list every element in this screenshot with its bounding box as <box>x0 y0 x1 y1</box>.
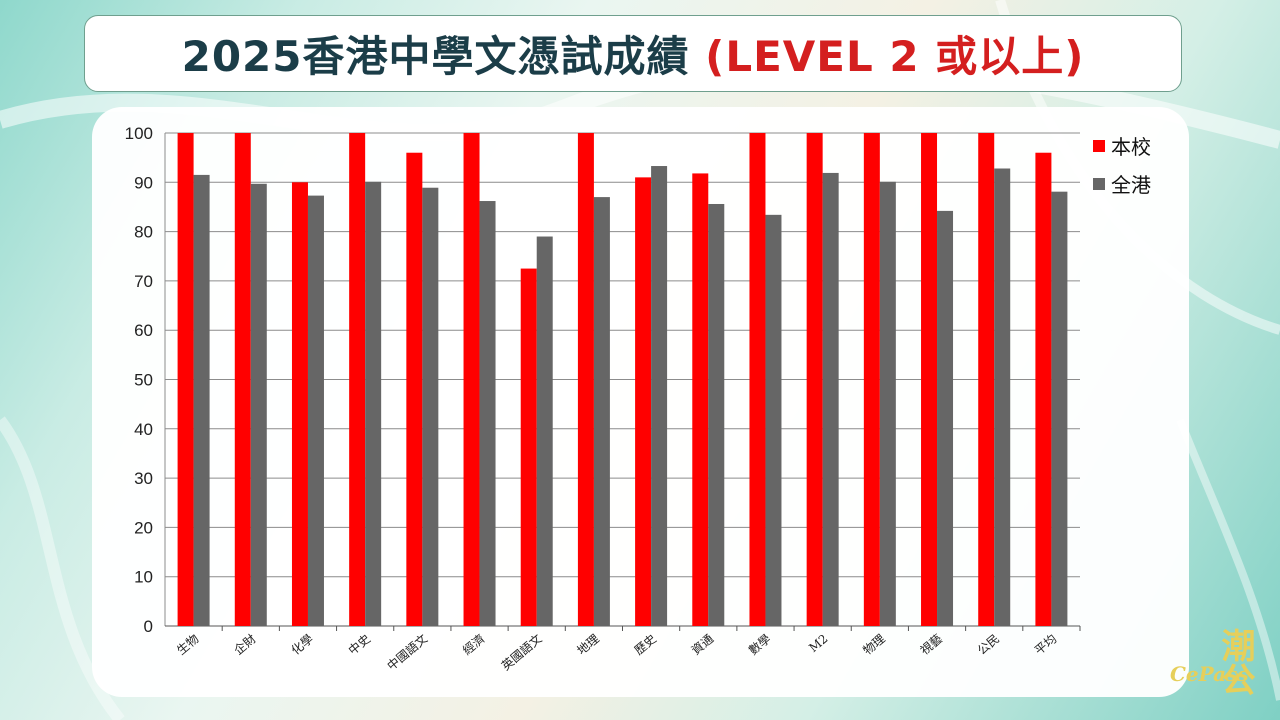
page-title: 2025香港中學文憑試成績 (LEVEL 2 或以上) <box>182 23 1085 84</box>
x-tick-label: 企財 <box>231 631 259 658</box>
bar-school <box>577 133 594 626</box>
logo-en: CePass <box>1170 662 1249 686</box>
title-banner: 2025香港中學文憑試成績 (LEVEL 2 或以上) <box>84 15 1182 92</box>
bar-school <box>520 268 537 626</box>
bar-school <box>806 133 823 626</box>
bar-hk <box>708 203 725 626</box>
x-tick-label: 中史 <box>345 631 373 658</box>
bar-school <box>692 173 709 626</box>
x-tick-label: 生物 <box>174 632 201 658</box>
x-tick-label: 視藝 <box>917 631 945 658</box>
x-tick-label: 地理 <box>574 632 601 658</box>
bar-hk <box>1051 191 1068 627</box>
bar-hk <box>536 236 553 626</box>
x-tick-label: 化學 <box>289 632 316 658</box>
bar-hk <box>250 183 267 627</box>
y-tick-label: 100 <box>125 124 153 143</box>
bar-school <box>749 133 766 626</box>
x-tick-label: 英國語文 <box>498 631 544 673</box>
y-tick-label: 20 <box>134 518 153 537</box>
bar-school <box>463 133 480 626</box>
title-main: 2025香港中學文憑試成績 <box>181 32 690 81</box>
logo: 潮公 CePass <box>1168 628 1268 708</box>
y-tick-label: 50 <box>134 371 153 390</box>
logo-cn: 潮公 <box>1215 628 1255 696</box>
x-tick-label: 歷史 <box>632 632 659 658</box>
y-tick-label: 90 <box>134 173 153 192</box>
legend-label: 本校 <box>1111 135 1151 159</box>
bar-school <box>863 133 880 626</box>
x-tick-label: 公民 <box>975 632 1002 658</box>
bar-school <box>1035 152 1052 626</box>
y-tick-label: 80 <box>134 223 153 242</box>
y-tick-label: 30 <box>134 469 153 488</box>
bar-hk <box>822 172 839 627</box>
bar-hk <box>479 201 496 626</box>
bar-school <box>978 133 995 626</box>
bar-hk <box>994 168 1011 626</box>
x-tick-label: 經濟 <box>459 631 487 658</box>
x-tick-label: 中國語文 <box>384 631 430 673</box>
x-tick-label: M2 <box>806 632 830 656</box>
bar-hk <box>937 210 954 627</box>
bar-school <box>291 182 308 627</box>
x-tick-label: 物理 <box>860 632 887 658</box>
bar-hk <box>879 181 896 626</box>
y-tick-label: 60 <box>134 321 153 340</box>
bar-school <box>234 133 251 626</box>
bar-hk <box>593 197 610 626</box>
bar-hk <box>765 214 782 626</box>
y-tick-label: 10 <box>134 568 153 587</box>
bar-hk <box>365 181 382 626</box>
bar-school <box>635 177 652 626</box>
bar-hk <box>307 195 324 626</box>
bar-hk <box>422 187 439 626</box>
bar-hk <box>193 174 210 626</box>
bar-school <box>406 152 423 626</box>
bar-school <box>349 133 366 626</box>
legend-label: 全港 <box>1111 173 1151 197</box>
bar-school <box>921 133 938 626</box>
y-tick-label: 0 <box>144 617 153 636</box>
x-tick-label: 平均 <box>1032 632 1059 658</box>
bar-school <box>177 133 194 626</box>
bar-hk <box>651 166 668 626</box>
legend-swatch <box>1093 140 1105 152</box>
title-accent: (LEVEL 2 或以上) <box>705 32 1085 81</box>
x-tick-label: 資通 <box>689 632 716 658</box>
legend-swatch <box>1093 178 1105 190</box>
x-tick-label: 數學 <box>746 632 773 658</box>
y-tick-label: 70 <box>134 272 153 291</box>
y-tick-label: 40 <box>134 420 153 439</box>
